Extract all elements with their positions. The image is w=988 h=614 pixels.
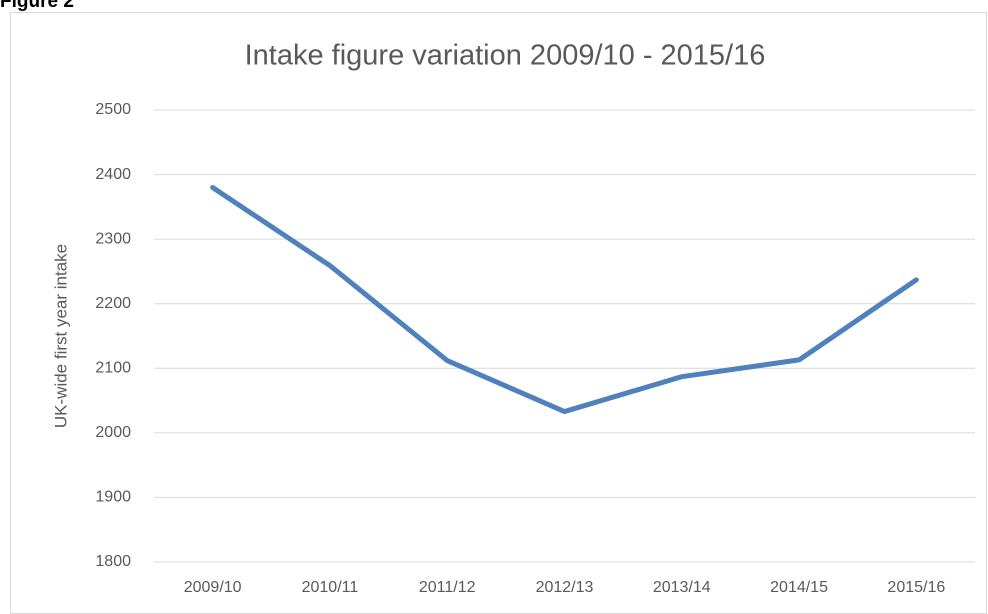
y-tick-label: 2000: [95, 424, 131, 441]
y-tick-label: 1900: [95, 489, 131, 506]
x-tick-label: 2015/16: [887, 579, 945, 596]
y-tick-label: 2500: [95, 101, 131, 118]
x-tick-label: 2010/11: [302, 579, 359, 596]
x-tick-label: 2009/10: [184, 579, 242, 596]
data-line: [210, 184, 919, 415]
y-tick-label: 2300: [95, 230, 131, 247]
y-tick-label: 2100: [95, 360, 131, 377]
y-tick-label: 2200: [95, 295, 131, 312]
x-tick-label: 2014/15: [770, 579, 828, 596]
x-tick-label: 2011/12: [419, 579, 476, 596]
x-tick-label: 2013/14: [653, 579, 711, 596]
chart-title: Intake figure variation 2009/10 - 2015/1…: [245, 40, 766, 72]
y-tick-label: 2400: [95, 166, 131, 183]
figure-label: Figure 2: [0, 0, 74, 12]
y-axis-title: UK-wide first year intake: [51, 244, 70, 428]
chart-frame: [10, 12, 987, 614]
x-tick-label: 2012/13: [536, 579, 594, 596]
y-tick-label: 1800: [95, 553, 131, 570]
